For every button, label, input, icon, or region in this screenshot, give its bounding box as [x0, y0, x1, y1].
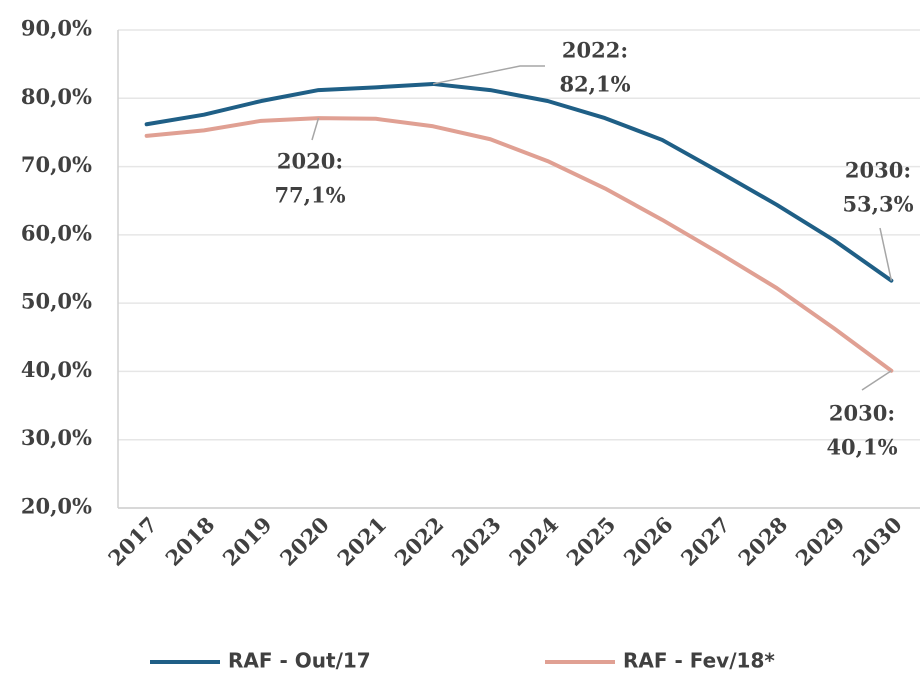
legend-label: RAF - Fev/18* — [623, 649, 775, 673]
x-tick-label: 2019 — [218, 512, 277, 571]
x-tick-label: 2018 — [160, 512, 219, 571]
series-line — [144, 116, 894, 373]
annotation: 2030: — [845, 158, 911, 183]
annotation: 2022: — [562, 38, 628, 63]
x-tick-label: 2017 — [103, 512, 162, 571]
annotation: 82,1% — [559, 72, 630, 97]
annotation: 53,3% — [842, 192, 913, 217]
annotation-leader — [311, 117, 320, 141]
annotation: 40,1% — [826, 435, 897, 460]
y-tick-label: 30,0% — [21, 425, 92, 450]
x-tick-label: 2028 — [733, 512, 792, 571]
x-tick-label: 2027 — [676, 512, 735, 571]
x-tick-label: 2026 — [619, 512, 678, 571]
x-tick-label: 2023 — [447, 512, 506, 571]
x-tick-label: 2024 — [504, 512, 563, 571]
y-tick-label: 50,0% — [21, 289, 92, 314]
x-tick-label: 2021 — [332, 512, 391, 571]
y-tick-label: 80,0% — [21, 84, 92, 109]
y-tick-label: 20,0% — [21, 494, 92, 519]
annotation: 2020: — [277, 149, 343, 174]
y-tick-label: 70,0% — [21, 152, 92, 177]
annotation: 77,1% — [274, 183, 345, 208]
annotation-leader — [432, 65, 545, 85]
x-tick-label: 2029 — [790, 512, 849, 571]
legend-label: RAF - Out/17 — [228, 649, 371, 673]
annotation: 2030: — [829, 401, 895, 426]
y-tick-label: 60,0% — [21, 220, 92, 245]
y-tick-label: 90,0% — [21, 16, 92, 41]
annotation-leader — [879, 227, 893, 281]
x-tick-label: 2020 — [275, 512, 334, 571]
series-line — [144, 81, 894, 283]
x-tick-label: 2022 — [389, 512, 448, 571]
y-tick-label: 40,0% — [21, 357, 92, 382]
x-tick-label: 2025 — [561, 512, 620, 571]
annotation-leader — [861, 370, 892, 391]
legend: RAF - Out/17 RAF - Fev/18* — [150, 649, 775, 673]
x-tick-label: 2030 — [848, 512, 907, 571]
